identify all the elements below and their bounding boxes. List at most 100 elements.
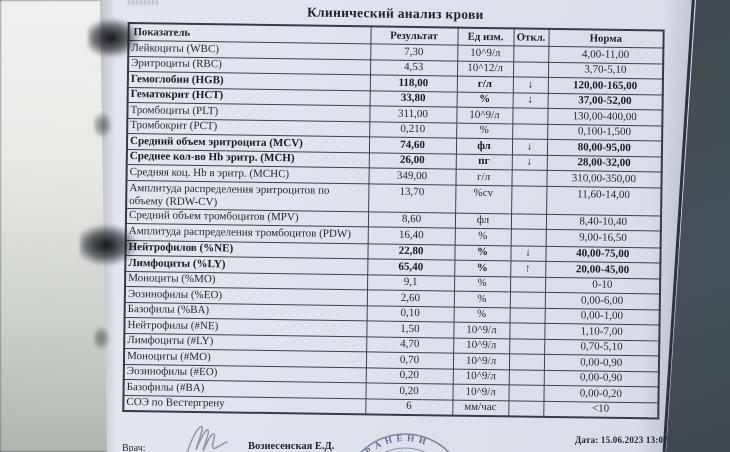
cell-result: 74,60 <box>368 136 457 154</box>
clinic-stamp-icon: О Х Р А Н Е Н И ТНОЕ У <box>342 433 468 452</box>
cell-unit: 10^12/л <box>456 60 514 77</box>
cell-deviation: ↓ <box>510 245 546 262</box>
cell-result: 4,70 <box>366 336 454 354</box>
cell-unit: 10^9/л <box>453 337 510 354</box>
cell-result: 16,40 <box>367 226 455 245</box>
cell-result: 65,40 <box>367 258 455 276</box>
cell-unit: фл <box>454 212 512 229</box>
cell-norm: 0,70-5,10 <box>544 338 660 356</box>
cell-norm: 4,00-11,00 <box>548 46 664 64</box>
cell-norm: 1,10-7,00 <box>544 323 660 341</box>
cell-norm: 0,00-0,90 <box>543 369 659 387</box>
cell-result: 0,10 <box>366 305 454 323</box>
cell-norm: 37,00-52,00 <box>547 92 663 110</box>
cell-deviation: ↓ <box>512 76 548 93</box>
cell-unit: % <box>453 291 510 308</box>
cell-result: 118,00 <box>369 74 457 92</box>
cell-result: 0,210 <box>369 121 457 139</box>
cell-deviation: ↓ <box>511 154 547 171</box>
cell-deviation: ↓ <box>512 92 548 109</box>
header-unit: Ед изм. <box>457 27 514 46</box>
cell-deviation <box>512 123 548 140</box>
cell-unit: 10^9/л <box>453 322 510 339</box>
cell-deviation <box>509 322 545 339</box>
cell-result: 9,1 <box>367 274 455 292</box>
cell-unit: пг <box>455 153 512 170</box>
cell-deviation <box>508 353 545 370</box>
cell-unit: % <box>456 91 513 108</box>
cell-norm: 9,00-16,50 <box>545 229 661 248</box>
cell-deviation <box>509 291 545 308</box>
cell-result: 8,60 <box>367 211 456 229</box>
cell-deviation <box>510 228 546 246</box>
cutoff-text-fragment <box>128 0 158 5</box>
cell-norm: 0,100-1,500 <box>547 123 663 141</box>
cell-deviation <box>513 45 549 62</box>
cell-norm: <10 <box>543 400 659 419</box>
cell-norm: 0,00-0,20 <box>543 385 659 403</box>
cell-norm: 80,00-95,00 <box>546 139 663 157</box>
cell-unit: фл <box>455 138 513 155</box>
cell-deviation <box>509 276 546 293</box>
cell-norm: 3,70-5,10 <box>547 61 664 79</box>
report-date: Дата: 15.06.2023 13:07:21 <box>575 435 681 445</box>
document-title: Клинический анализ крови <box>306 4 484 22</box>
cell-norm: 310,00-350,00 <box>546 170 662 188</box>
cell-unit: % <box>453 275 511 292</box>
cell-unit: % <box>454 228 511 246</box>
doctor-label: Врач: <box>122 443 146 452</box>
cell-deviation <box>511 169 547 186</box>
cell-unit: 10^9/л <box>452 384 509 401</box>
cell-indicator: СОЭ по Вестергрену <box>123 394 366 415</box>
cell-unit: г/л <box>456 76 513 93</box>
cell-result: 2,60 <box>366 289 454 307</box>
cell-norm: 11,60-14,00 <box>546 185 662 216</box>
cell-deviation <box>512 107 548 124</box>
cell-result: 0,20 <box>365 367 453 385</box>
cell-result: 349,00 <box>368 167 456 185</box>
cell-unit: % <box>454 244 511 261</box>
cell-norm: 0,00-6,00 <box>544 292 660 310</box>
cell-result: 0,20 <box>365 382 453 400</box>
cell-deviation <box>508 384 544 401</box>
cell-result: 1,50 <box>366 320 454 338</box>
header-result: Результат <box>370 26 458 46</box>
cell-norm: 28,00-32,00 <box>546 154 662 172</box>
cell-deviation <box>509 338 545 355</box>
cell-unit: % <box>453 306 510 323</box>
cell-norm: 20,00-45,00 <box>545 261 661 279</box>
cell-norm: 130,00-400,00 <box>547 108 663 126</box>
header-deviation: Откл. <box>513 28 549 47</box>
cell-result: 4,53 <box>370 59 458 77</box>
cell-result: 7,30 <box>370 43 458 61</box>
cell-result: 0,70 <box>365 351 454 369</box>
cell-result: 33,80 <box>369 90 457 108</box>
cell-unit: 10^9/л <box>457 45 514 62</box>
cell-unit: мм/час <box>452 399 509 417</box>
cell-deviation <box>509 307 545 324</box>
ink-smudge <box>94 112 112 138</box>
cell-deviation <box>512 61 549 78</box>
cell-norm: 120,00-165,00 <box>547 77 663 95</box>
cell-deviation <box>508 400 544 417</box>
cell-result: 311,00 <box>369 105 457 123</box>
cell-deviation: ↓ <box>511 138 548 155</box>
doctor-signature <box>186 426 228 452</box>
cell-unit: % <box>456 122 513 139</box>
cell-deviation <box>508 369 544 386</box>
ink-smudge <box>80 224 138 266</box>
cell-deviation: ↑ <box>510 260 546 277</box>
cell-result: 22,80 <box>367 243 455 261</box>
cell-norm: 0,00-1,00 <box>544 307 660 325</box>
ink-smudge <box>88 18 140 58</box>
lab-results-table: Показатель Результат Ед изм. Откл. Норма… <box>122 21 665 420</box>
cell-unit: 10^9/л <box>452 353 510 370</box>
cell-norm: 40,00-75,00 <box>545 245 661 263</box>
ink-smudge <box>94 326 110 350</box>
cell-norm: 0-10 <box>544 276 661 294</box>
cell-unit: 10^9/л <box>452 368 509 385</box>
doctor-name: Вознесенская Е.Д. <box>248 441 335 452</box>
header-norm: Норма <box>548 28 664 48</box>
document-content: Клинический анализ крови Показатель Резу… <box>122 2 665 420</box>
